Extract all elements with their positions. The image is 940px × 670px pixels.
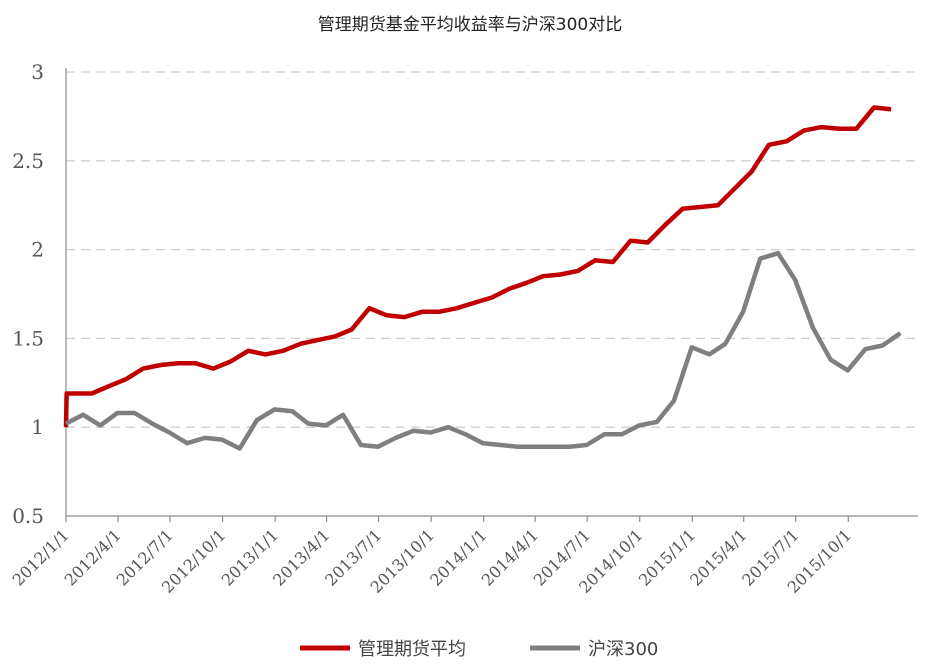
x-axis-ticks: 2012/1/12012/4/12012/7/12012/10/12013/1/…	[9, 525, 856, 596]
legend-label: 沪深300	[588, 639, 658, 660]
y-tick-label: 2.5	[12, 149, 44, 173]
legend-label: 管理期货平均	[358, 639, 466, 660]
series-lines	[63, 105, 902, 451]
legend: 管理期货平均 沪深300	[300, 639, 658, 660]
y-tick-label: 1.5	[12, 326, 44, 350]
gridlines	[66, 71, 918, 428]
series-line-1	[64, 250, 902, 451]
axes	[65, 68, 918, 522]
y-axis-ticks: 0.5 1 1.5 2 2.5 3	[12, 60, 44, 528]
y-tick-label: 3	[31, 60, 44, 84]
y-tick-label: 2	[31, 238, 44, 262]
y-tick-label: 1	[31, 415, 44, 439]
chart-title: 管理期货基金平均收益率与沪深300对比	[317, 15, 623, 35]
series-line-0	[63, 105, 892, 428]
y-tick-label: 0.5	[12, 504, 44, 528]
